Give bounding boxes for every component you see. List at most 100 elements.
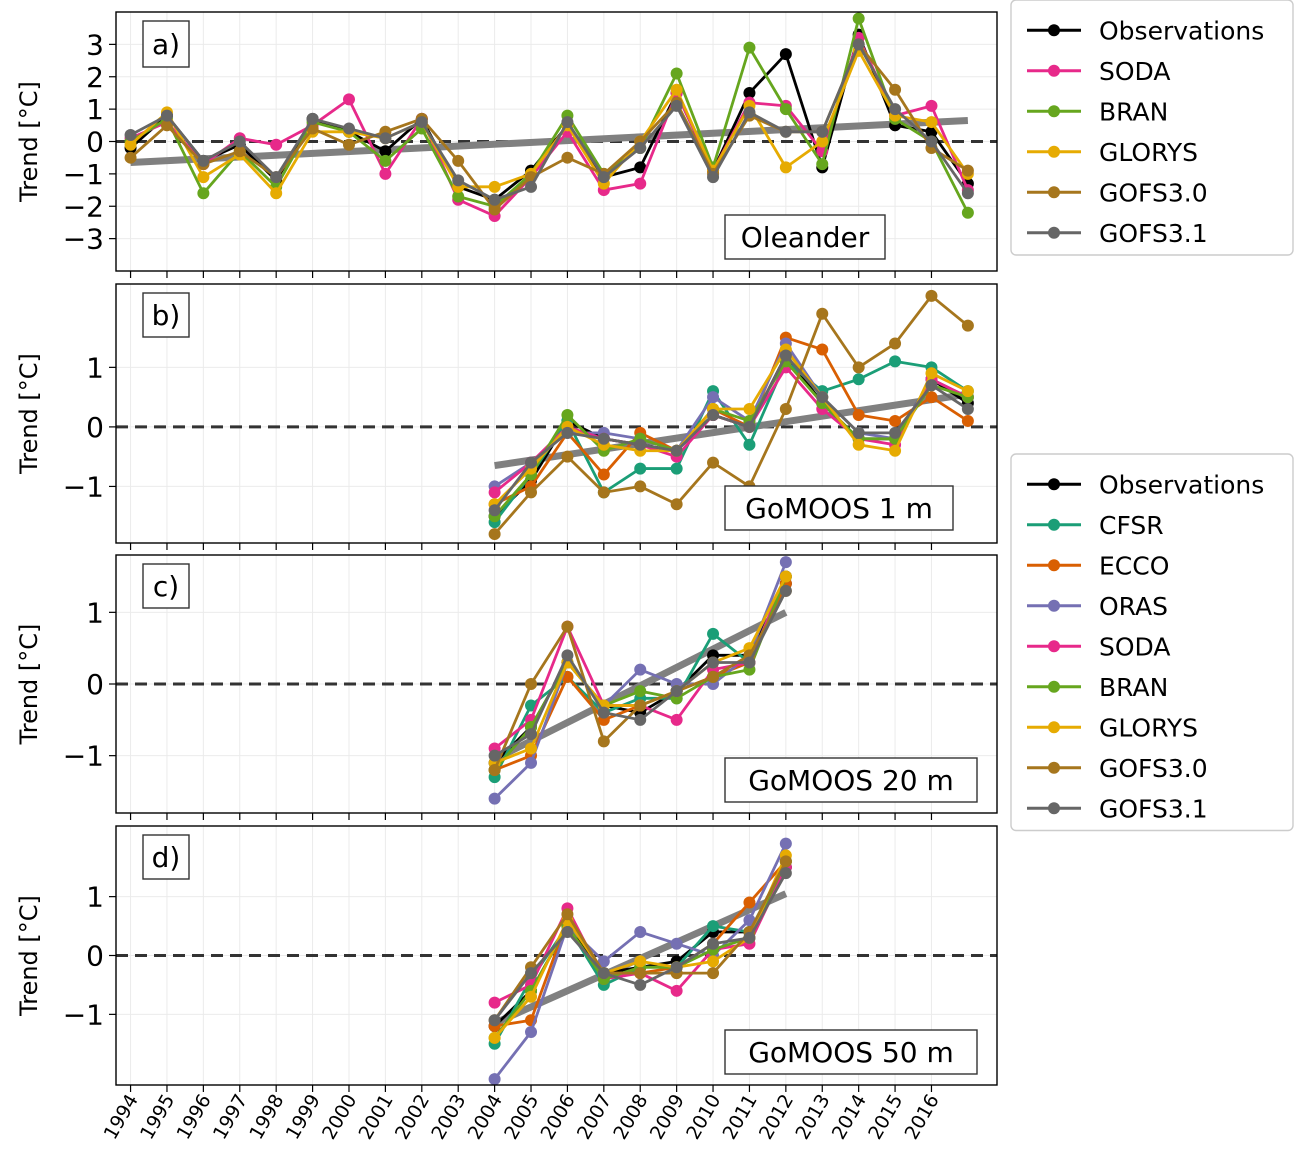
data-point-gofs3-1-2005	[525, 728, 538, 741]
y-tick-label: −1	[63, 998, 104, 1031]
y-axis-label: Trend [°C]	[15, 895, 43, 1017]
data-point-gofs3-0-2012	[779, 403, 792, 416]
data-point-soda-2008	[634, 177, 647, 190]
legend-marker	[1048, 721, 1060, 734]
x-tick-label: 2014	[828, 1091, 871, 1144]
data-point-soda-2000	[342, 93, 355, 106]
legend-entry-glorys: GLORYS	[1027, 713, 1198, 742]
legend-marker	[1048, 559, 1060, 572]
legend-entry-bran: BRAN	[1027, 673, 1168, 702]
x-tick-label: 2015	[864, 1091, 907, 1144]
y-tick-label: 0	[86, 668, 104, 701]
data-point-soda-2016	[925, 99, 938, 112]
data-point-observations-2001	[379, 145, 392, 158]
legend-label: GLORYS	[1099, 713, 1198, 742]
legend-marker	[1048, 186, 1060, 199]
legend-top: Observations SODA BRAN GLORYS GOFS3.0 GOFS3.1	[1010, 0, 1294, 256]
legend-entry-observations: Observations	[1027, 470, 1264, 499]
data-point-gofs3-1-2013	[816, 125, 829, 138]
data-point-gofs3-0-2007	[597, 486, 610, 499]
data-point-gofs3-0-2014	[852, 361, 865, 374]
data-point-gofs3-0-2004	[488, 203, 501, 216]
data-point-gofs3-1-2015	[889, 426, 902, 439]
y-tick-label: 1	[86, 881, 104, 914]
legend-marker	[1048, 478, 1060, 491]
series-gofs3-1	[488, 867, 792, 1027]
y-tick-label: −2	[63, 190, 104, 223]
legend-entry-observations: Observations	[1027, 16, 1264, 45]
data-point-oras-2005	[525, 1026, 538, 1039]
data-point-gofs3-0-2010	[707, 670, 720, 683]
series-oras	[488, 837, 792, 1086]
legend-label: CFSR	[1099, 511, 1164, 540]
data-point-ecco-2014	[852, 408, 865, 421]
data-point-gofs3-1-2014	[852, 38, 865, 51]
data-point-gofs3-1-2012	[779, 125, 792, 138]
panel-label-box	[142, 292, 190, 338]
data-point-gofs3-0-2013	[816, 307, 829, 320]
data-point-glorys-2010	[707, 955, 720, 968]
data-point-oras-2007	[597, 955, 610, 968]
data-point-bran-1996	[197, 187, 210, 200]
data-point-oras-2004	[488, 792, 501, 805]
station-label: GoMOOS 1 m	[745, 492, 933, 525]
trend-line	[494, 390, 969, 470]
data-point-gofs3-0-2004	[488, 764, 501, 776]
data-point-gofs3-1-2007	[597, 171, 610, 184]
legend-marker	[1048, 761, 1060, 774]
data-point-gofs3-1-2014	[852, 426, 865, 439]
data-point-gofs3-1-2012	[779, 867, 792, 880]
legend-entry-gofs3-0: GOFS3.0	[1027, 178, 1208, 207]
data-point-gofs3-1-2016	[925, 135, 938, 148]
data-point-gofs3-1-2008	[634, 713, 647, 726]
data-point-soda-2009	[670, 984, 683, 997]
legend-marker	[1048, 680, 1060, 693]
station-label: Oleander	[741, 221, 870, 254]
data-point-gofs3-1-2009	[670, 99, 683, 112]
legend-label: GOFS3.1	[1099, 794, 1208, 823]
y-tick-label: −1	[63, 740, 104, 773]
data-point-glorys-2005	[525, 742, 538, 755]
data-point-gofs3-0-2009	[670, 498, 683, 511]
x-tick-label: 2011	[719, 1091, 762, 1144]
legend-label: ECCO	[1099, 551, 1169, 580]
data-point-gofs3-1-2007	[597, 706, 610, 719]
data-point-gofs3-1-1996	[197, 154, 210, 167]
panel-label: c)	[153, 570, 179, 603]
y-tick-label: 1	[86, 351, 104, 384]
data-point-gofs3-0-2008	[634, 967, 647, 980]
x-tick-label: 1998	[245, 1091, 288, 1144]
x-tick-label: 1995	[136, 1091, 179, 1144]
data-point-gofs3-0-2017	[961, 164, 974, 177]
data-point-glorys-2004	[488, 180, 501, 193]
x-tick-label: 2006	[537, 1091, 580, 1144]
data-point-glorys-2015	[889, 444, 902, 457]
data-point-soda-2001	[379, 167, 392, 180]
axes-frame	[115, 283, 998, 544]
data-point-gofs3-1-2009	[670, 444, 683, 457]
data-point-gofs3-0-2010	[707, 456, 720, 469]
data-point-gofs3-0-1997	[233, 145, 246, 158]
data-point-bran-2003	[452, 190, 465, 203]
data-point-ecco-2017	[961, 414, 974, 427]
station-label-box	[724, 1029, 978, 1075]
legend-bottom-frame	[1010, 453, 1294, 832]
data-point-bran-2009	[670, 67, 683, 80]
legend-label: Observations	[1099, 16, 1264, 45]
station-label-box	[724, 485, 954, 531]
panel-label-box	[142, 20, 190, 68]
legend-label: ORAS	[1099, 592, 1168, 621]
station-label: GoMOOS 50 m	[748, 1036, 954, 1069]
x-tick-label: 2009	[646, 1091, 689, 1144]
x-axis: 1994199519961997199819992000200120022003…	[100, 1091, 944, 1144]
data-point-gofs3-1-2006	[561, 649, 574, 662]
y-tick-label: 3	[86, 28, 104, 61]
data-point-gofs3-1-2017	[961, 403, 974, 416]
data-point-gofs3-1-2004	[488, 193, 501, 206]
x-tick-label: 2012	[755, 1091, 798, 1144]
data-point-gofs3-1-2005	[525, 456, 538, 469]
data-point-cfsr-2015	[889, 355, 902, 368]
legend-entry-gofs3-1: GOFS3.1	[1027, 219, 1208, 248]
data-point-gofs3-1-2004	[488, 749, 501, 762]
